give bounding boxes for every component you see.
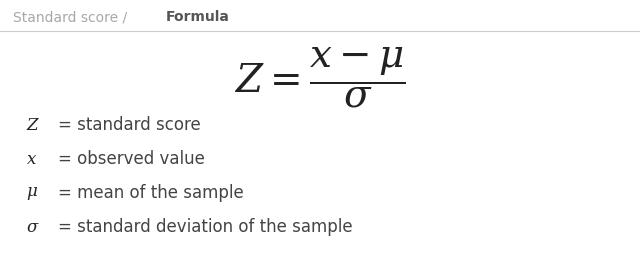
Text: = standard score: = standard score (58, 116, 200, 134)
Text: $Z = \dfrac{x - \mu}{\sigma}$: $Z = \dfrac{x - \mu}{\sigma}$ (234, 46, 406, 110)
Text: Formula: Formula (166, 10, 230, 25)
Text: Standard score /: Standard score / (13, 10, 131, 25)
Text: $\sigma$: $\sigma$ (26, 218, 39, 236)
Text: $\mu$: $\mu$ (26, 184, 38, 202)
Text: = observed value: = observed value (58, 150, 204, 168)
Text: $x$: $x$ (26, 150, 36, 168)
Text: $Z$: $Z$ (26, 116, 40, 134)
Text: = standard deviation of the sample: = standard deviation of the sample (58, 218, 352, 236)
Text: = mean of the sample: = mean of the sample (58, 184, 243, 202)
